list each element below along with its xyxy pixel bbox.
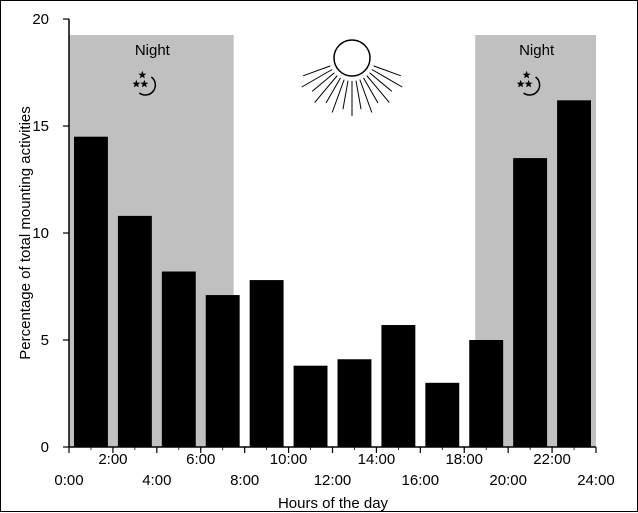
tick-labels: 0 5 10 15 20 2:00 6:00 10:00 14:00 18:00 22:00 0:00… (32, 11, 614, 489)
sun-disc (333, 39, 371, 77)
bar-12:00-14:00 (337, 359, 372, 447)
moon-stars-icon (516, 70, 541, 96)
moon-stars-icon (132, 70, 157, 96)
bar-16:00-18:00 (425, 382, 460, 447)
bar-14:00-16:00 (381, 325, 416, 447)
star-icon (516, 79, 525, 88)
y-tick-label: 10 (32, 225, 49, 242)
bar-18:00-20:00 (469, 340, 504, 447)
star-icon (138, 70, 147, 79)
sun-ray (301, 69, 333, 88)
x-tick-label-lower: 4:00 (142, 472, 171, 489)
sun-ray (331, 79, 345, 113)
sun-ray (369, 72, 393, 92)
y-tick-label: 5 (41, 332, 49, 349)
sun-ray (373, 65, 402, 77)
x-tick-label-lower: 8:00 (230, 472, 259, 489)
sun-ray (359, 79, 373, 113)
star-icon (132, 79, 141, 88)
sun-ray (342, 80, 349, 110)
x-tick-label-lower: 12:00 (314, 472, 352, 489)
bar-20:00-22:00 (513, 158, 548, 447)
star-icon (140, 79, 149, 88)
sun-ray (325, 77, 341, 104)
bar-10:00-12:00 (293, 365, 328, 447)
sun-ray (366, 75, 390, 103)
sun-ray (371, 69, 403, 88)
bar-22:00-24:00 (557, 100, 591, 447)
bar-4:00-6:00 (161, 271, 196, 447)
y-tick-label: 20 (32, 11, 49, 28)
bars (74, 100, 591, 447)
x-tick-label-upper: 2:00 (98, 451, 127, 468)
night-labels: Night Night (132, 42, 555, 96)
star-icon (524, 79, 533, 88)
sun-ray (302, 65, 331, 77)
sun-ray (314, 75, 338, 103)
x-tick-label-upper: 14:00 (358, 451, 396, 468)
x-tick-label-upper: 6:00 (186, 451, 215, 468)
x-tick-label-upper: 18:00 (445, 451, 483, 468)
x-tick-label-lower: 24:00 (577, 472, 615, 489)
sun-ray (311, 72, 335, 92)
sun-ray (363, 77, 379, 104)
y-axis-title: Percentage of total mounting activities (17, 106, 34, 359)
star-icon (522, 70, 531, 79)
axes (63, 18, 597, 453)
moon-icon (138, 76, 157, 96)
x-tick-label-upper: 22:00 (533, 451, 571, 468)
bar-0:00-2:00 (74, 136, 108, 447)
night-label: Night (519, 42, 555, 59)
night-label: Night (135, 42, 171, 59)
sun-icon (301, 39, 403, 116)
moon-icon (523, 76, 541, 96)
bar-8:00-10:00 (249, 280, 284, 447)
y-tick-label: 15 (32, 118, 49, 135)
x-tick-label-upper: 10:00 (270, 451, 308, 468)
bar-2:00-4:00 (117, 215, 152, 447)
x-axis-title: Hours of the day (278, 495, 389, 512)
x-tick-label-lower: 0:00 (54, 472, 83, 489)
bar-6:00-8:00 (205, 295, 240, 447)
x-tick-label-lower: 20:00 (489, 472, 527, 489)
sun-ray (355, 80, 362, 110)
y-tick-label: 0 (41, 439, 49, 456)
x-tick-label-lower: 16:00 (402, 472, 440, 489)
